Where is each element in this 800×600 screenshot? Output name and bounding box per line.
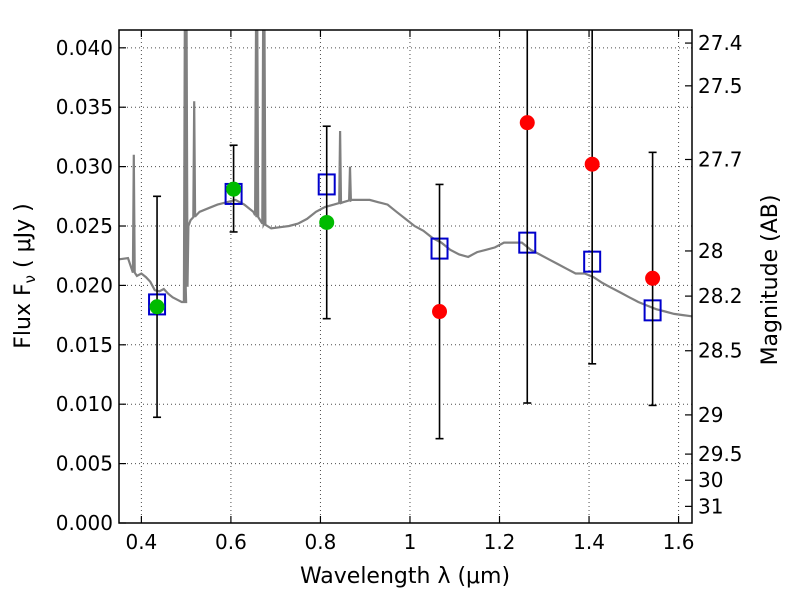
x-tick-label: 0.4	[125, 530, 157, 554]
right-tick-label: 28.5	[698, 339, 743, 363]
right-tick-label: 29	[698, 403, 723, 427]
observed-point	[432, 304, 448, 320]
y-tick-label: 0.025	[56, 214, 113, 238]
spectrum-line	[119, 30, 692, 318]
observed-point	[584, 156, 600, 172]
y-axis-label: Flux Fν ( μJy )	[11, 203, 39, 348]
ticks: 0.4 0.6 0.8 1 1.2 1.4 1.6 0.000 0.005 0.010 0.015 0…	[56, 30, 743, 554]
x-tick-label: 1	[404, 530, 417, 554]
y-axis-label-unit: ( μJy )	[11, 203, 36, 275]
right-tick-label: 29.5	[698, 442, 743, 466]
x-axis-label: Wavelength λ (μm)	[300, 564, 510, 589]
right-tick-label: 27.7	[698, 147, 743, 171]
y-axis-label-main: Flux F	[11, 283, 36, 348]
right-tick-label: 28	[698, 239, 723, 263]
observed-point	[226, 181, 242, 197]
right-axis-label: Magnitude (AB)	[758, 195, 783, 366]
right-tick-label: 31	[698, 494, 723, 518]
observed-point	[319, 214, 335, 230]
y-tick-label: 0.035	[56, 95, 113, 119]
y-tick-label: 0.030	[56, 155, 113, 179]
y-tick-label: 0.015	[56, 333, 113, 357]
y-tick-label: 0.010	[56, 392, 113, 416]
plot-area	[119, 30, 692, 322]
x-tick-label: 1.6	[663, 530, 695, 554]
x-tick-label: 1.4	[573, 530, 605, 554]
y-tick-label: 0.040	[56, 36, 113, 60]
y-tick-label: 0.005	[56, 452, 113, 476]
grid	[119, 30, 692, 524]
x-tick-label: 0.6	[215, 530, 247, 554]
y-tick-label: 0.000	[56, 511, 113, 535]
observed-point	[519, 115, 535, 131]
x-tick-label: 1.2	[484, 530, 516, 554]
right-tick-label: 27.5	[698, 74, 743, 98]
observed-point	[645, 270, 661, 286]
x-tick-label: 0.8	[305, 530, 337, 554]
error-bars	[149, 30, 661, 440]
right-tick-label: 28.2	[698, 284, 743, 308]
y-axis-label-sub: ν	[21, 275, 39, 283]
right-tick-label: 30	[698, 468, 723, 492]
y-tick-label: 0.020	[56, 273, 113, 297]
observed-point	[149, 299, 165, 315]
right-tick-label: 27.4	[698, 31, 743, 55]
plot-frame	[118, 29, 693, 524]
